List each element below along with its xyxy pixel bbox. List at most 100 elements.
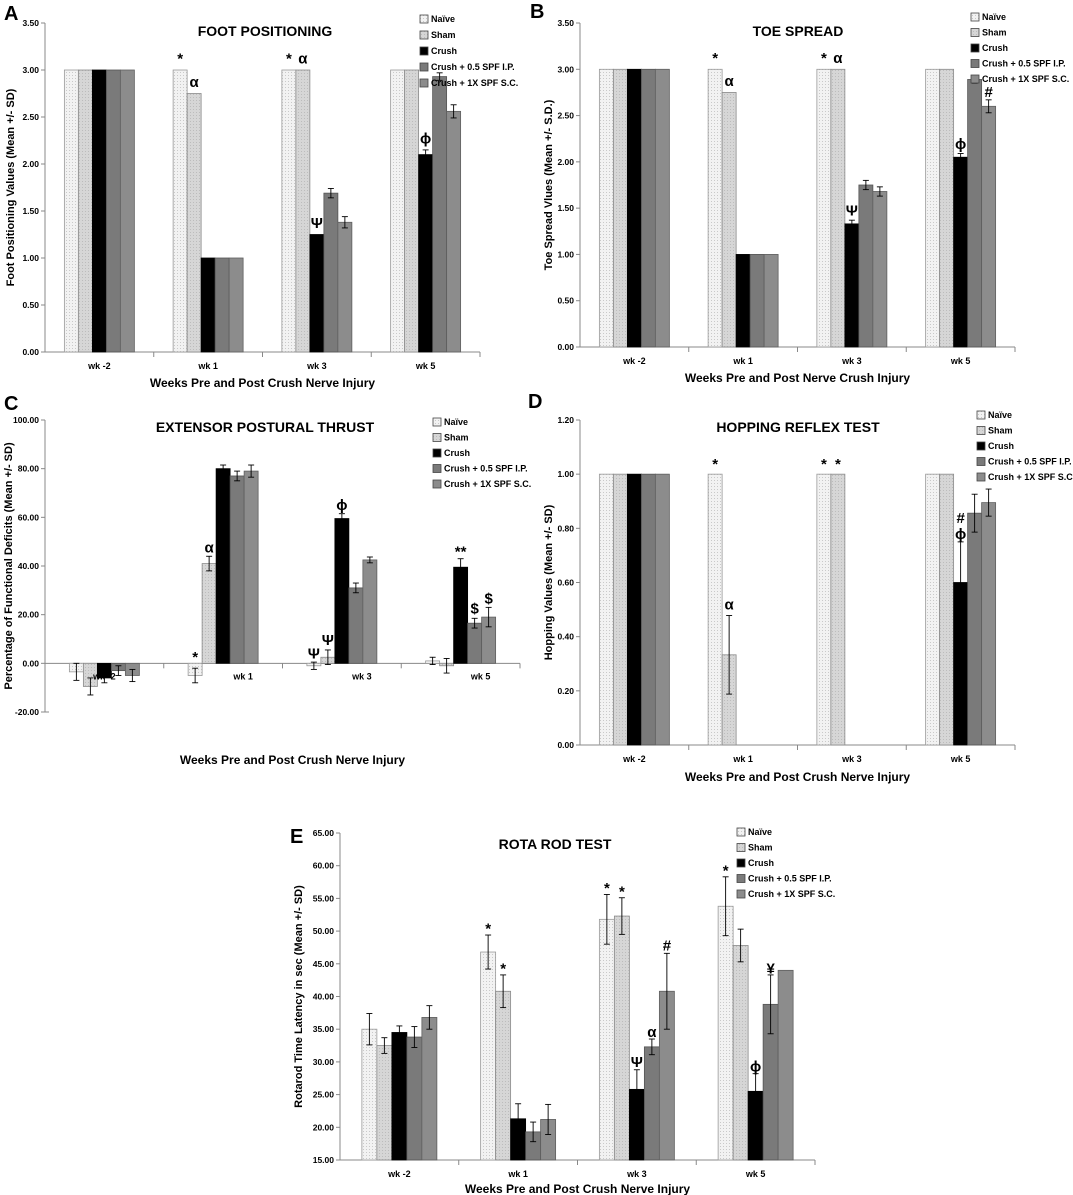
legend-swatch: [736, 874, 746, 883]
legend-label: Sham: [431, 30, 456, 40]
bar: [390, 69, 406, 353]
legend-swatch: [970, 59, 980, 68]
bar: [172, 69, 188, 353]
bar: [981, 105, 997, 348]
y-axis-title: Percentage of Functional Deficits (Mean …: [3, 442, 15, 690]
x-tick-label: wk 3: [841, 754, 862, 764]
bar: [939, 473, 955, 746]
bar: [105, 69, 121, 353]
bar: [967, 512, 983, 746]
bar: [229, 475, 245, 664]
bar: [334, 518, 350, 664]
bar: [495, 990, 512, 1161]
legend-swatch: [976, 426, 986, 435]
y-tick-label: 0.50: [22, 300, 39, 310]
bar: [967, 79, 983, 348]
bar: [598, 918, 615, 1161]
legend-label: Crush + 1X SPF S.C.: [431, 78, 518, 88]
significance-marker: Ψ: [631, 1054, 643, 1071]
bar: [362, 559, 378, 664]
bar: [63, 69, 79, 353]
x-tick-label: wk 1: [732, 356, 753, 366]
significance-marker: α: [725, 597, 735, 614]
legend-label: Crush + 0.5 SPF I.P.: [444, 464, 528, 474]
legend-label: Naïve: [982, 12, 1006, 22]
legend-label: Naïve: [431, 14, 455, 24]
y-tick-label: 1.50: [22, 206, 39, 216]
legend-swatch: [432, 479, 442, 489]
y-tick-label: 80.00: [18, 464, 40, 474]
chart-panel-d: D HOPPING REFLEX TEST 0.00 0.20 0.40 0.60 0.80…: [528, 391, 1073, 784]
y-tick-label: 3.50: [557, 18, 574, 28]
legend-swatch: [976, 410, 986, 420]
bar: [418, 154, 434, 353]
panel-letter: A: [4, 3, 18, 25]
panel-letter: B: [530, 1, 544, 23]
bar: [830, 68, 846, 348]
y-tick-label: 40.00: [313, 992, 335, 1002]
legend: Naïve Sham Crush Crush + 0.5 SPF I.P. Crush …: [432, 417, 531, 489]
x-tick-label: wk -2: [622, 754, 646, 764]
significance-marker: Ψ: [308, 645, 320, 662]
y-tick-label: 100.00: [13, 415, 39, 425]
legend-label: Crush: [982, 43, 1008, 53]
bar: [612, 68, 628, 348]
legend-label: Naïve: [444, 417, 468, 427]
y-tick-label: 25.00: [313, 1090, 335, 1100]
chart-panel-e: E ROTA ROD TEST 15.00 20.00 25.00 30.00 35.00 4…: [290, 826, 835, 1195]
legend: Naïve Sham Crush Crush + 0.5 SPF I.P. Crush …: [419, 14, 518, 88]
chart-panel-a: A FOOT POSITIONING 0.00 0.50 1.00 1.50 2.00 2.5…: [4, 3, 518, 390]
significance-marker: α: [725, 73, 735, 90]
y-tick-label: 60.00: [313, 861, 335, 871]
bar: [643, 1046, 660, 1161]
x-tick-label: wk 5: [950, 356, 971, 366]
significance-marker: *: [723, 863, 729, 880]
bar: [777, 969, 794, 1161]
significance-marker: α: [647, 1024, 657, 1041]
bar: [404, 69, 420, 353]
significance-marker: #: [984, 84, 993, 101]
bar: [749, 254, 765, 348]
legend-label: Naïve: [988, 410, 1012, 420]
x-tick-label: wk 3: [626, 1169, 647, 1179]
bar: [598, 68, 614, 348]
bar: [816, 473, 832, 746]
legend-swatch: [970, 43, 980, 53]
y-tick-label: 0.00: [557, 740, 574, 750]
significance-marker: *: [286, 50, 292, 67]
legend-swatch: [976, 457, 986, 466]
significance-marker: ϕ: [955, 526, 966, 543]
bar: [215, 468, 231, 664]
legend: Naïve Sham Crush Crush + 0.5 SPF I.P. Crush …: [970, 12, 1069, 84]
bar: [872, 191, 888, 348]
x-tick-label: wk 3: [841, 356, 862, 366]
legend-swatch: [736, 889, 746, 899]
significance-marker: *: [821, 50, 827, 67]
x-axis-title: Weeks Pre and Post Crush Nerve Injury: [685, 770, 911, 784]
significance-marker: *: [619, 883, 625, 900]
legend: Naïve Sham Crush Crush + 0.5 SPF I.P. Crush …: [736, 827, 835, 899]
bar: [707, 473, 723, 746]
bar: [453, 566, 469, 664]
x-tick-label: wk 1: [232, 671, 253, 681]
legend-swatch: [432, 464, 442, 473]
legend-swatch: [736, 858, 746, 868]
bar: [391, 1032, 408, 1161]
significance-marker: ϕ: [955, 136, 966, 153]
legend-label: Crush + 0.5 SPF I.P.: [748, 874, 832, 884]
bar: [613, 915, 630, 1161]
x-tick-label: wk -2: [622, 356, 646, 366]
x-tick-label: wk -2: [92, 671, 116, 681]
y-tick-label: 0.00: [22, 658, 39, 668]
bar: [953, 156, 969, 348]
y-axis-title: Foot Positioning Values (Mean +/- SD): [5, 88, 17, 286]
legend-swatch: [976, 441, 986, 451]
bar: [480, 951, 497, 1161]
legend-swatch: [970, 28, 980, 37]
chart-title: EXTENSOR POSTURAL THRUST: [156, 419, 375, 435]
x-tick-label: wk 3: [306, 361, 327, 371]
significance-marker: Ψ: [311, 215, 323, 232]
bar: [186, 93, 202, 353]
bar: [200, 257, 216, 353]
legend-swatch: [970, 12, 980, 22]
